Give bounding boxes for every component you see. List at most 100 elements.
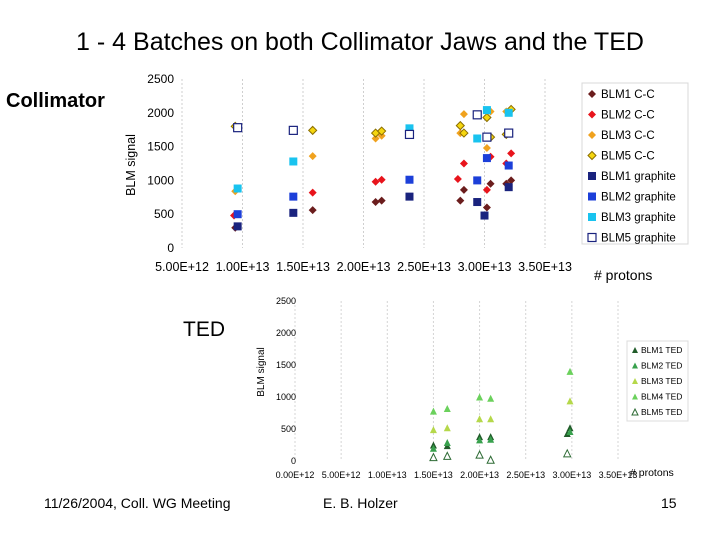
collimator-y-tick-label: 1500 (147, 140, 174, 154)
ted-y-tick-label: 1000 (276, 392, 296, 402)
point-blm4-ted (443, 405, 451, 413)
legend-label-blm3-c-c: BLM3 C-C (601, 130, 655, 142)
legend-marker-blm3-graphite (588, 213, 596, 221)
legend-label-blm1-c-c: BLM1 C-C (601, 89, 655, 101)
point-blm3-graphite (233, 184, 242, 193)
point-blm1-c-c (371, 198, 380, 207)
point-blm5-ted (562, 448, 572, 458)
point-blm1-graphite (289, 208, 298, 217)
point-blm2-c-c (453, 175, 462, 184)
point-blm1-c-c (459, 185, 468, 194)
point-blm1-graphite (504, 183, 513, 192)
point-blm2-c-c (507, 149, 516, 158)
ted-legend (626, 340, 689, 422)
point-blm4-ted (429, 407, 437, 415)
point-blm1-c-c (507, 176, 516, 185)
point-blm3-graphite (289, 157, 298, 166)
collimator-y-axis-label: BLM signal (124, 134, 138, 196)
collimator-x-tick-label: 1.00E+13 (216, 260, 270, 274)
slide-title: 1 - 4 Batches on both Collimator Jaws an… (76, 28, 644, 56)
legend-marker-blm3-ted (632, 378, 638, 384)
collimator-legend (581, 82, 689, 245)
point-blm3-graphite (504, 108, 513, 117)
point-blm2-graphite (405, 175, 414, 184)
point-blm5-graphite (404, 129, 415, 140)
collimator-y-tick-label: 1000 (147, 173, 174, 187)
point-blm5-graphite (472, 110, 482, 120)
legend-marker-blm1-c-c (588, 90, 596, 98)
point-blm3-c-c (377, 131, 386, 140)
point-blm1-ted (563, 429, 571, 437)
collimator-y-tick-label: 500 (154, 207, 174, 221)
ted-y-tick-label: 2000 (276, 328, 296, 338)
ted-x-tick-label: 2.00E+13 (460, 470, 499, 480)
footer-page-number: 15 (661, 495, 677, 511)
ted-x-axis-label: # protons (630, 467, 674, 479)
point-blm2-graphite (504, 161, 513, 170)
point-blm2-ted (566, 428, 574, 436)
ted-x-tick-label: 3.50E+13 (599, 470, 638, 480)
point-blm1-c-c (456, 196, 465, 205)
collimator-y-tick-label: 2000 (147, 106, 174, 120)
legend-marker-blm3-c-c (588, 131, 596, 139)
legend-marker-blm2-ted (632, 362, 638, 369)
ted-x-tick-label: 1.50E+13 (414, 470, 453, 480)
point-blm3-ted (443, 424, 451, 432)
point-blm5-ted (442, 451, 452, 460)
collimator-x-tick-label: 2.00E+13 (337, 260, 391, 274)
point-blm1-graphite (473, 198, 482, 207)
ted-x-tick-label: 0.00E+12 (276, 470, 315, 480)
collimator-x-axis-label: # protons (594, 267, 653, 283)
point-blm2-graphite (289, 192, 298, 201)
point-blm2-graphite (473, 176, 482, 185)
point-blm4-ted (487, 394, 495, 402)
point-blm1-ted (566, 424, 574, 432)
point-blm4-ted (476, 393, 484, 401)
point-blm2-ted (443, 438, 451, 446)
point-blm5-c-c (455, 120, 466, 131)
point-blm5-ted (429, 452, 438, 462)
legend-marker-blm1-graphite (588, 172, 596, 180)
point-blm2-c-c (459, 159, 468, 168)
collimator-y-tick-label: 0 (167, 241, 174, 255)
point-blm2-ted (429, 444, 437, 452)
legend-label-blm4-ted: BLM4 TED (641, 392, 682, 402)
ted-x-tick-label: 3.00E+13 (552, 470, 591, 480)
point-blm1-c-c (377, 196, 386, 205)
ted-y-tick-label: 2500 (276, 296, 296, 306)
point-blm2-ted (476, 436, 484, 444)
collimator-chart: 5.00E+12 1.00E+13 1.50E+13 2.00E+13 2.50E+13… (124, 72, 689, 274)
point-blm5-graphite (482, 132, 492, 142)
legend-marker-blm5-graphite (587, 232, 597, 243)
legend-marker-blm5-c-c (587, 150, 597, 161)
point-blm3-graphite (482, 106, 491, 115)
point-blm3-graphite (473, 134, 482, 143)
point-blm2-c-c (482, 185, 491, 194)
point-blm3-ted (429, 426, 437, 434)
ted-y-tick-label: 500 (281, 424, 296, 434)
legend-label-blm5-c-c: BLM5 C-C (601, 151, 655, 163)
legend-marker-blm5-ted (631, 407, 639, 416)
ted-x-tick-label: 5.00E+12 (322, 470, 361, 480)
point-blm1-graphite (480, 211, 489, 220)
footer-author: E. B. Holzer (323, 495, 398, 511)
ted-y-tick-label: 1500 (276, 360, 296, 370)
ted-y-axis-label: BLM signal (256, 347, 267, 396)
point-blm2-c-c (308, 188, 317, 197)
point-blm2-graphite (233, 210, 242, 219)
legend-label-blm1-graphite: BLM1 graphite (601, 171, 676, 183)
collimator-x-tick-label: 3.00E+13 (458, 260, 512, 274)
collimator-label: Collimator (6, 90, 105, 112)
point-blm3-c-c (459, 110, 468, 119)
ted-y-tick-label: 0 (291, 456, 296, 466)
legend-label-blm3-ted: BLM3 TED (641, 376, 682, 386)
point-blm1-c-c (308, 206, 317, 215)
point-blm3-ted (566, 397, 574, 405)
legend-marker-blm2-graphite (588, 192, 596, 201)
point-blm2-graphite (482, 154, 491, 163)
point-blm1-c-c (486, 179, 495, 188)
footer-date: 11/26/2004, Coll. WG Meeting (44, 495, 231, 511)
legend-label-blm2-ted: BLM2 TED (641, 361, 682, 371)
legend-label-blm3-graphite: BLM3 graphite (601, 212, 676, 224)
